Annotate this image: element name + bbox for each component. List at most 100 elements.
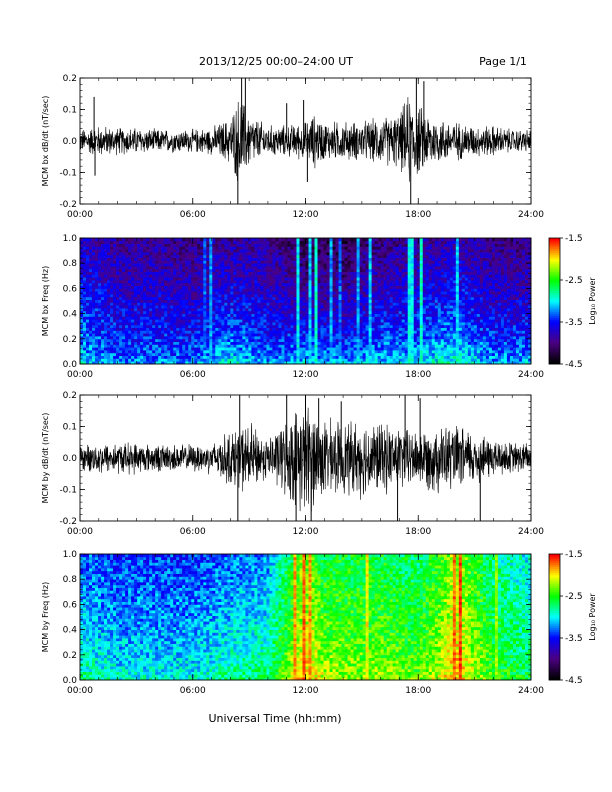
spectrogram-cell	[209, 305, 213, 309]
spectrogram-cell	[224, 294, 228, 298]
spectrogram-cell	[317, 308, 321, 312]
spectrogram-cell	[329, 338, 333, 342]
spectrogram-cell	[188, 238, 192, 242]
spectrogram-cell	[107, 240, 111, 244]
spectrogram-cell	[386, 296, 391, 300]
spectrogram-cell	[98, 266, 102, 270]
spectrogram-cell	[332, 347, 336, 351]
spectrogram-cell	[341, 282, 345, 286]
spectrogram-cell	[371, 257, 376, 261]
spectrogram-cell	[362, 330, 367, 334]
spectrogram-cell	[101, 285, 105, 289]
spectrogram-cell	[326, 266, 330, 270]
spectrogram-cell	[347, 333, 351, 337]
spectrogram-cell	[281, 305, 285, 309]
spectrogram-cell	[182, 338, 186, 342]
spectrogram-cell	[293, 254, 297, 258]
spectrogram-cell	[335, 350, 339, 354]
spectrogram-cell	[206, 277, 210, 281]
spectrogram-cell	[398, 336, 403, 340]
spectrogram-cell	[260, 260, 264, 264]
spectrogram-cell	[176, 338, 180, 342]
spectrogram-cell	[140, 313, 144, 317]
spectrogram-cell	[206, 238, 210, 242]
spectrogram-cell	[188, 316, 192, 320]
spectrogram-cell	[227, 352, 231, 356]
spectrogram-cell	[236, 291, 240, 295]
spectrogram-cell	[242, 322, 246, 326]
spectrogram-cell	[326, 350, 330, 354]
spectrogram-cell	[95, 294, 99, 298]
spectrogram-cell	[245, 316, 249, 320]
spectrogram-cell	[350, 240, 355, 244]
spectrogram-cell	[191, 294, 195, 298]
y-tick-label: 0.0	[63, 137, 78, 147]
spectrogram-cell	[344, 291, 348, 295]
spectrogram-cell	[356, 249, 361, 253]
spectrogram-cell	[185, 296, 189, 300]
spectrogram-cell	[338, 322, 342, 326]
spectrogram-cell	[236, 260, 240, 264]
spectrogram-cell	[125, 338, 129, 342]
spectrogram-cell	[242, 333, 246, 337]
spectrogram-cell	[365, 338, 370, 342]
spectrogram-cell	[302, 310, 306, 314]
spectrogram-cell	[374, 277, 379, 281]
spectrogram-cell	[245, 336, 249, 340]
spectrogram-cell	[107, 347, 111, 351]
spectrogram-cell	[134, 246, 138, 250]
spectrogram-cell	[200, 299, 204, 303]
spectrogram-cell	[239, 277, 243, 281]
spectrogram-cell	[269, 243, 273, 247]
spectrogram-cell	[272, 282, 276, 286]
spectrogram-cell	[296, 238, 300, 242]
spectrogram-cell	[131, 324, 135, 328]
spectrogram-cell	[167, 254, 171, 258]
spectrogram-cell	[329, 324, 333, 328]
spectrogram-cell	[398, 341, 403, 345]
spectrogram-cell	[176, 260, 180, 264]
spectrogram-cell	[320, 310, 324, 314]
spectrogram-cell	[143, 257, 147, 261]
spectrogram-cell	[263, 263, 267, 267]
spectrogram-cell	[209, 294, 213, 298]
spectrogram-cell	[266, 291, 270, 295]
spectrogram-cell	[389, 266, 394, 270]
spectrogram-cell	[314, 257, 318, 261]
spectrogram-cell	[236, 277, 240, 281]
spectrogram-cell	[194, 350, 198, 354]
spectrogram-cell	[344, 288, 348, 292]
spectrogram-cell	[194, 296, 198, 300]
spectrogram-cell	[380, 350, 385, 354]
spectrogram-cell	[374, 268, 379, 272]
spectrogram-cell	[95, 338, 99, 342]
spectrogram-cell	[242, 266, 246, 270]
spectrogram-cell	[347, 341, 351, 345]
spectrogram-cell	[281, 324, 285, 328]
spectrogram-cell	[290, 282, 294, 286]
spectrogram-cell	[353, 294, 358, 298]
spectrogram-cell	[185, 361, 189, 365]
spectrogram-cell	[365, 274, 370, 278]
spectrogram-cell	[125, 238, 129, 242]
spectrogram-cell	[266, 319, 270, 323]
spectrogram-cell	[236, 249, 240, 253]
spectrogram-cell	[236, 268, 240, 272]
spectrogram-cell	[383, 263, 388, 267]
spectrogram-cell	[398, 285, 403, 289]
spectrogram-cell	[209, 280, 213, 284]
spectrogram-cell	[215, 305, 219, 309]
spectrogram-cell	[368, 310, 373, 314]
spectrogram-cell	[191, 271, 195, 275]
spectrogram-cell	[206, 341, 210, 345]
spectrogram-cell	[116, 344, 120, 348]
spectrogram-cell	[104, 355, 108, 359]
spectrogram-cell	[305, 291, 309, 295]
spectrogram-cell	[356, 338, 361, 342]
spectrogram-cell	[239, 294, 243, 298]
spectrogram-cell	[161, 257, 165, 261]
spectrogram-cell	[332, 288, 336, 292]
spectrogram-cell	[260, 319, 264, 323]
spectrogram-cell	[338, 243, 342, 247]
spectrogram-cell	[260, 277, 264, 281]
